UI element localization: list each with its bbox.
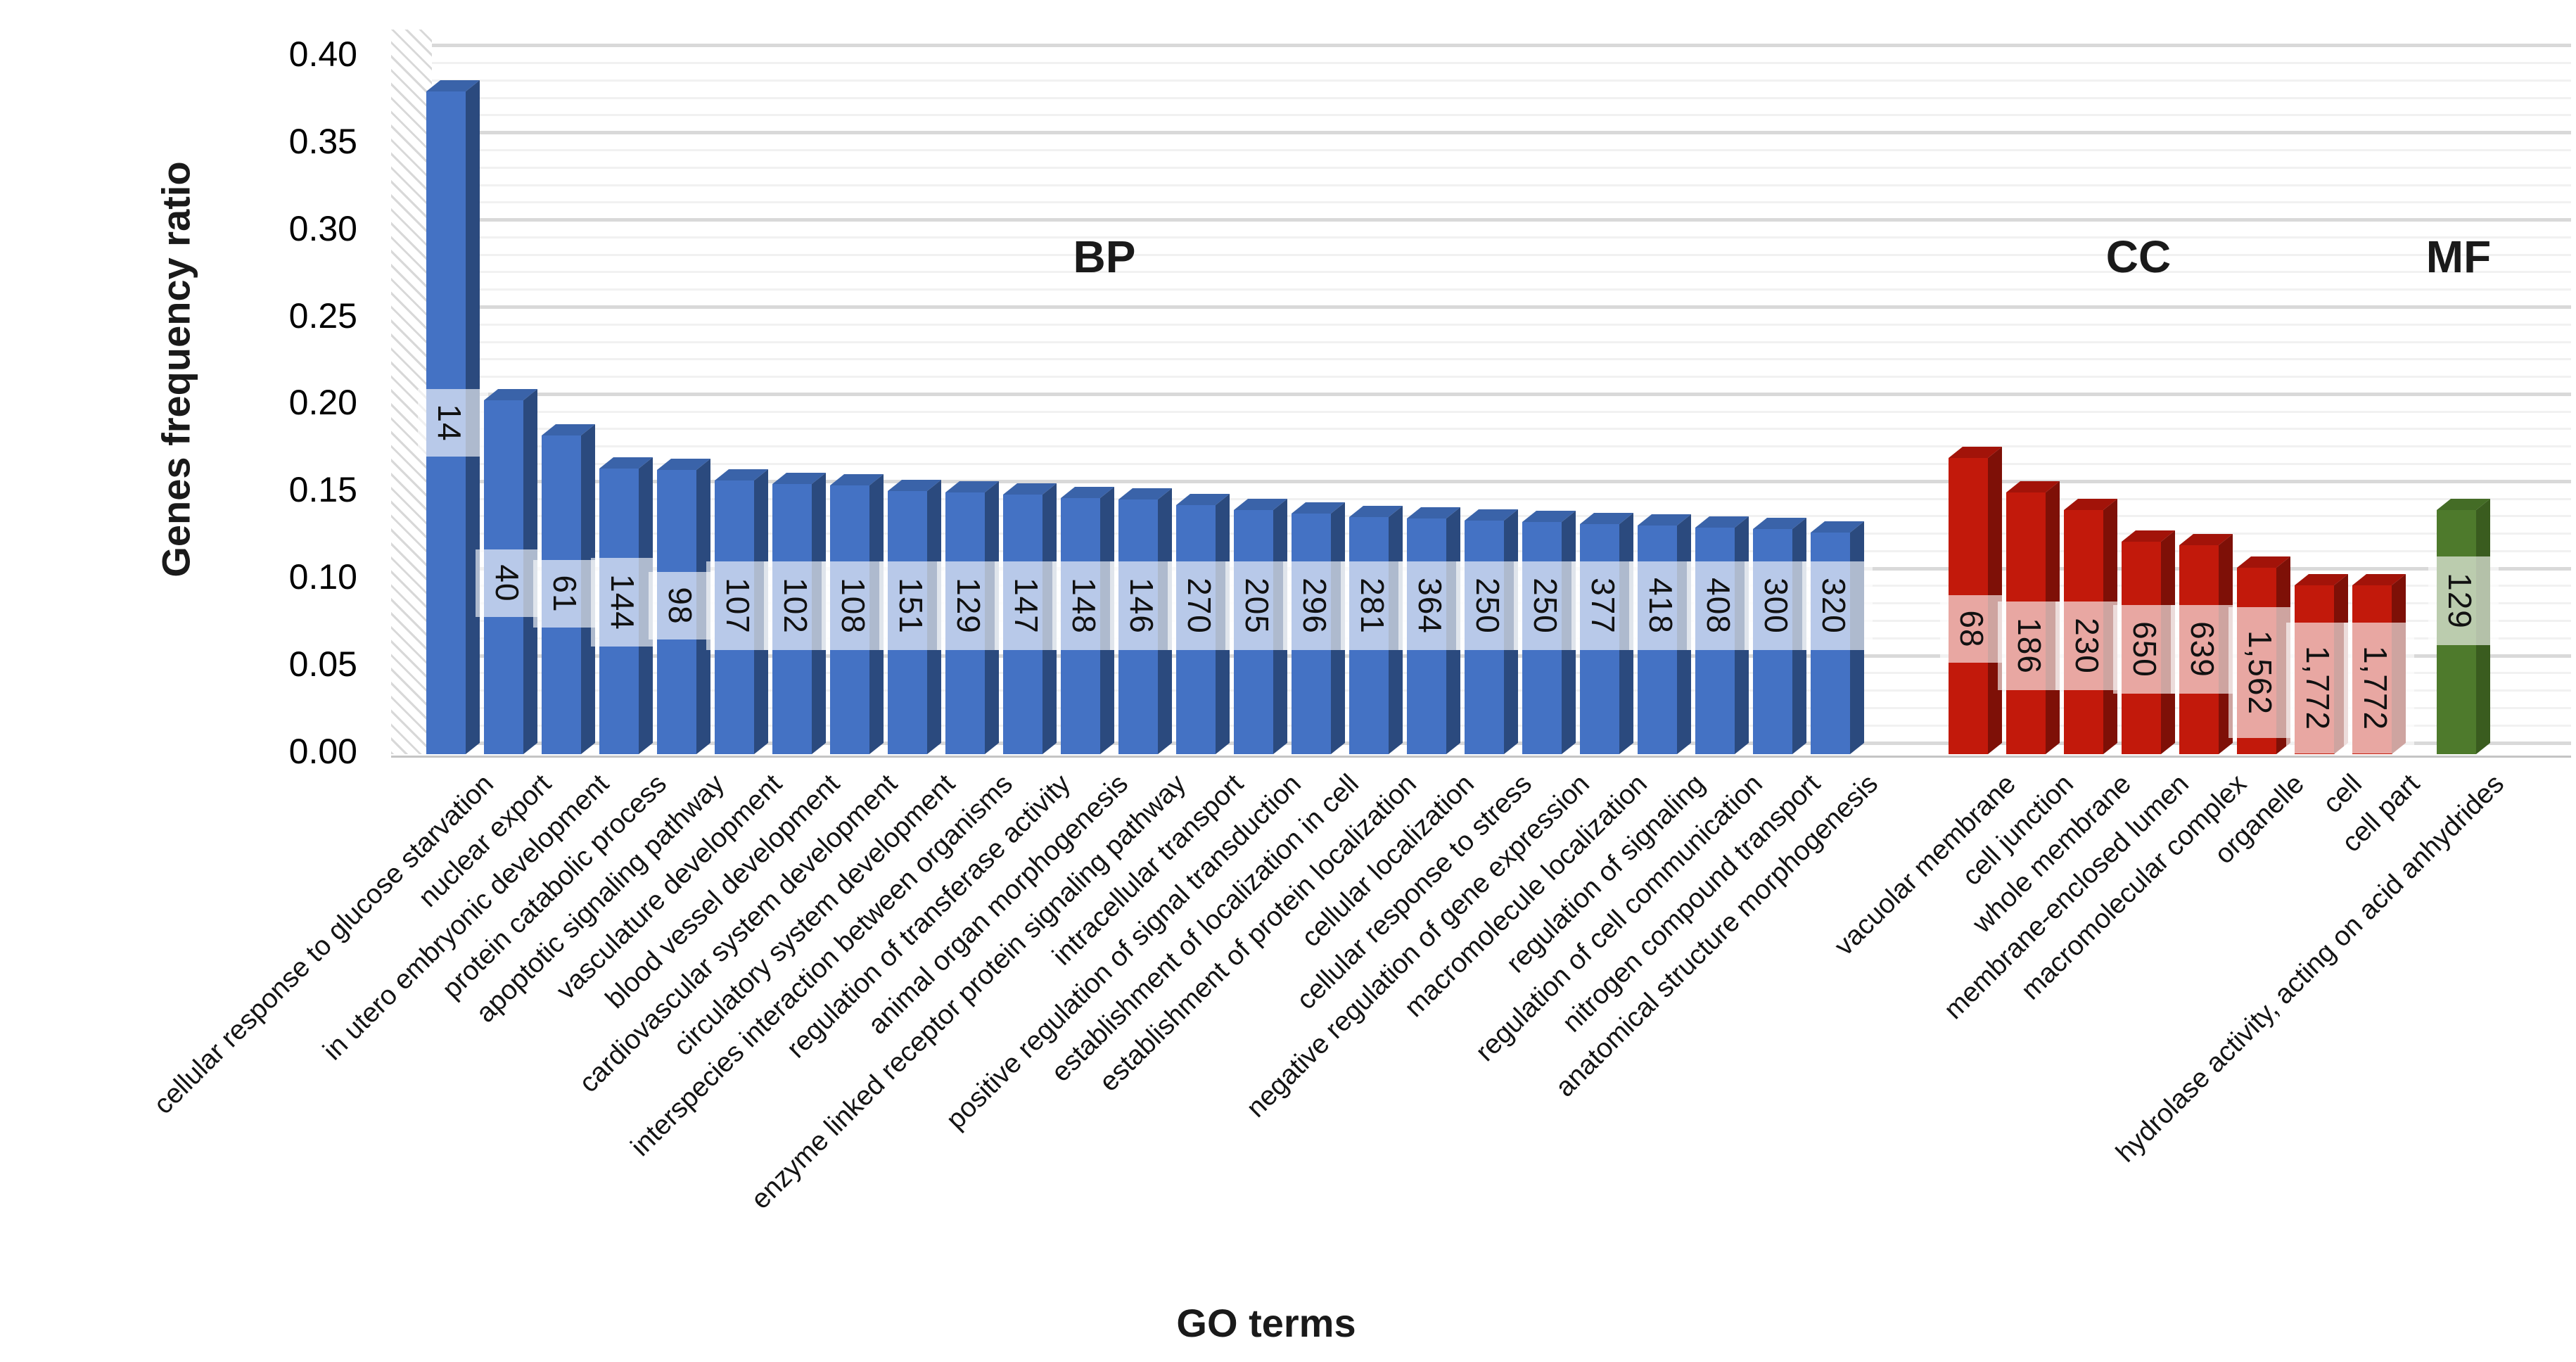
minor-gridline [432,114,2571,116]
count-band [2428,556,2499,645]
bar-count-label: 650 [2127,621,2163,677]
bar-count-label: 250 [1469,578,1506,634]
bar-count-label: 408 [1700,578,1737,634]
count-band [418,389,488,457]
bar-count-label: 300 [1758,578,1794,634]
bar-count-label: 129 [950,578,987,634]
minor-gridline [432,97,2571,99]
y-tick-label: 0.00 [288,732,357,771]
minor-gridline [432,288,2571,291]
minor-gridline [432,79,2571,82]
y-tick-label: 0.35 [288,122,357,161]
bar-count-label: 320 [1816,578,1852,634]
minor-gridline [432,254,2571,256]
bar-count-label: 108 [835,578,872,634]
major-gridline [432,218,2571,222]
bar-count-label: 270 [1181,578,1218,634]
bar-count-label: 205 [1239,578,1275,634]
count-band [1802,561,1873,650]
bar-count-label: 151 [893,578,929,634]
minor-gridline [432,463,2571,465]
bar-count-label: 281 [1354,578,1391,634]
minor-gridline [432,445,2571,447]
bar-count-label: 146 [1123,578,1160,634]
group-label-mf: MF [2425,231,2492,282]
bar-count-label: 1,562 [2242,630,2278,715]
bar-count-label: 40 [489,564,525,602]
minor-gridline [432,411,2571,413]
minor-gridline [432,236,2571,238]
bar-count-label: 364 [1412,578,1448,634]
bar-count-label: 418 [1643,578,1679,634]
group-label-bp: BP [1073,231,1136,282]
category-label: cell [2317,768,2368,820]
y-tick-label: 0.20 [288,383,357,422]
count-band [2344,623,2414,753]
y-axis-title: Genes frequency ratio [153,161,198,578]
bar-count-label: 296 [1296,578,1333,634]
bar-count-label: 1,772 [2357,645,2394,731]
minor-gridline [432,62,2571,64]
bar-count-label: 107 [720,578,756,634]
minor-gridline [432,376,2571,378]
y-tick-label: 0.30 [288,209,357,248]
bar-count-label: 1,772 [2300,645,2336,731]
bar-count-label: 61 [547,575,583,613]
major-gridline [432,393,2571,396]
bar-count-label: 129 [2442,573,2478,629]
y-tick-label: 0.40 [288,34,357,74]
y-tick-label: 0.25 [288,296,357,336]
bar-count-label: 148 [1066,578,1102,634]
major-gridline [432,44,2571,47]
minor-gridline [432,428,2571,430]
major-gridline [432,305,2571,309]
bar-count-label: 250 [1527,578,1564,634]
bar-count-label: 144 [604,574,641,630]
y-tick-label: 0.15 [288,470,357,509]
bar-count-label: 14 [431,404,468,442]
minor-gridline [432,201,2571,203]
major-gridline [432,131,2571,134]
minor-gridline [432,358,2571,360]
minor-gridline [432,271,2571,273]
minor-gridline [432,184,2571,186]
x-axis-title: GO terms [1176,1301,1356,1345]
minor-gridline [432,341,2571,343]
bar-count-label: 68 [1953,610,1990,648]
bar-count-label: 639 [2184,621,2221,677]
bar-count-label: 230 [2069,618,2105,674]
y-tick-label: 0.05 [288,644,357,684]
minor-gridline [432,324,2571,326]
bar-count-label: 98 [662,587,699,625]
minor-gridline [432,498,2571,500]
minor-gridline [432,167,2571,169]
plot-floor-edge [391,756,2571,758]
major-gridline [432,480,2571,483]
group-label-cc: CC [2105,231,2172,282]
bar-count-label: 186 [2011,618,2048,674]
minor-gridline [432,149,2571,151]
bar-count-label: 147 [1008,578,1045,634]
y-tick-label: 0.10 [288,557,357,597]
bar-count-label: 377 [1585,578,1621,634]
bar-count-label: 102 [777,578,814,634]
